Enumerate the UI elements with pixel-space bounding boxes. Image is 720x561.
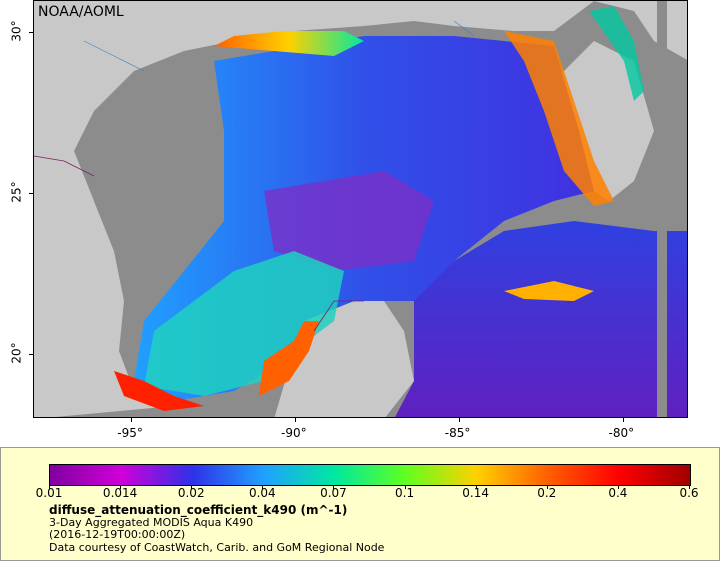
timestamp: (2016-12-19T00:00:00Z) bbox=[49, 528, 186, 541]
colorbar bbox=[49, 464, 691, 486]
colorbar-label: 0.07 bbox=[320, 486, 347, 500]
colorbar-label: 0.2 bbox=[537, 486, 557, 500]
x-tick-mark bbox=[458, 418, 460, 422]
border-line bbox=[313, 300, 364, 332]
x-tick-label: -85° bbox=[444, 426, 471, 440]
colorbar-label: 0.014 bbox=[102, 486, 138, 500]
credit-label: NOAA/AOML bbox=[38, 4, 124, 20]
map-canvas bbox=[34, 1, 687, 417]
coast-east-high bbox=[589, 6, 644, 101]
coast-mexico-high bbox=[114, 371, 204, 411]
river-line bbox=[83, 40, 145, 72]
y-tick-label: 25° bbox=[9, 181, 24, 203]
y-tick-mark bbox=[29, 353, 33, 355]
campeche-bank bbox=[144, 251, 344, 396]
x-tick-label: -80° bbox=[608, 426, 635, 440]
colorbar-tick bbox=[120, 485, 122, 489]
variable-name: diffuse_attenuation_coefficient_k490 (m^… bbox=[49, 503, 348, 517]
map-panel bbox=[33, 0, 688, 418]
colorbar-tick bbox=[617, 485, 619, 489]
coast-north-high bbox=[214, 31, 364, 56]
y-tick-label: 20° bbox=[9, 342, 24, 364]
y-tick-mark bbox=[29, 192, 33, 194]
coast-yucatan-high bbox=[259, 321, 319, 396]
colorbar-tick bbox=[475, 485, 477, 489]
colorbar-tick bbox=[546, 485, 548, 489]
no-data-gulf-west bbox=[94, 61, 234, 301]
gulf-center-purple bbox=[264, 171, 434, 271]
colorbar-tick bbox=[404, 485, 406, 489]
colorbar-label: 0.02 bbox=[177, 486, 205, 500]
legend-panel: 0.01 0.014 0.02 0.04 0.07 0.1 0.14 0.2 0.4 0.6 di… bbox=[0, 447, 720, 561]
y-tick-mark bbox=[29, 32, 33, 34]
colorbar-tick bbox=[689, 485, 690, 489]
x-tick-mark bbox=[131, 418, 133, 422]
coast-florida-high bbox=[504, 31, 614, 206]
border-line bbox=[34, 155, 95, 177]
colorbar-label: 0.01 bbox=[35, 486, 63, 500]
x-tick-mark bbox=[295, 418, 296, 422]
colorbar-label: 0.4 bbox=[608, 486, 628, 500]
land-north bbox=[34, 1, 687, 151]
y-tick-label: 30° bbox=[9, 20, 24, 42]
coast-cuba-high bbox=[504, 281, 594, 301]
colorbar-tick bbox=[333, 485, 335, 489]
land-west bbox=[34, 151, 174, 417]
colorbar-tick bbox=[49, 485, 50, 489]
river-line bbox=[453, 20, 475, 37]
colorbar-label: 0.14 bbox=[462, 486, 490, 500]
legend-text: diffuse_attenuation_coefficient_k490 (m^… bbox=[49, 504, 384, 554]
colorbar-label: 0.04 bbox=[248, 486, 276, 500]
x-tick-mark bbox=[622, 418, 624, 422]
x-tick-label: -90° bbox=[281, 426, 307, 440]
colorbar-tick bbox=[191, 485, 193, 489]
product-name: 3-Day Aggregated MODIS Aqua K490 bbox=[49, 515, 254, 529]
no-data-right-strip bbox=[657, 1, 667, 417]
x-tick-label: -95° bbox=[117, 426, 143, 440]
colorbar-tick bbox=[262, 485, 264, 489]
caribbean-water bbox=[395, 221, 687, 417]
colorbar-label: 0.1 bbox=[395, 486, 415, 500]
data-credit: Data courtesy of CoastWatch, Carib. and … bbox=[49, 540, 385, 554]
colorbar-label: 0.6 bbox=[679, 486, 699, 500]
